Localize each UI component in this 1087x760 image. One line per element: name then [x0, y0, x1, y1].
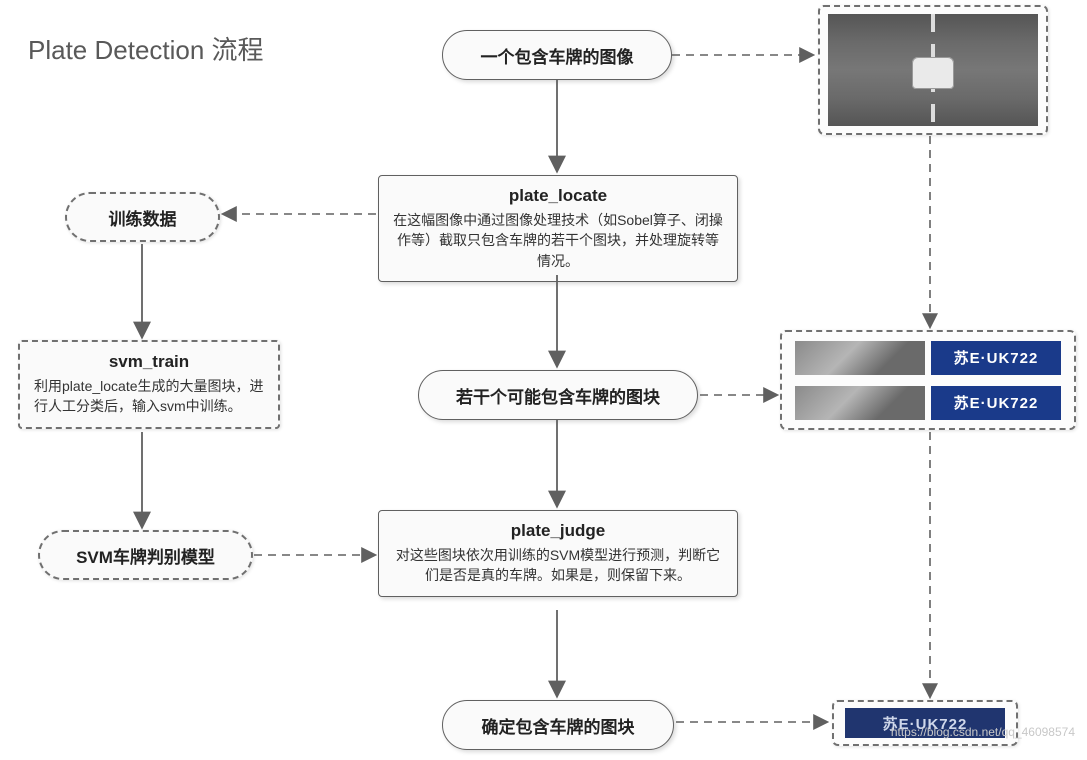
node-svm-train-desc: 利用plate_locate生成的大量图块，进行人工分类后，输入svm中训练。	[34, 376, 264, 417]
node-result-label: 确定包含车牌的图块	[482, 713, 635, 738]
node-train-data: 训练数据	[65, 192, 220, 242]
candidate-crop-1	[795, 341, 925, 375]
node-plate-locate: plate_locate 在这幅图像中通过图像处理技术（如Sobel算子、闭操作…	[378, 175, 738, 282]
node-plate-judge-title: plate_judge	[393, 521, 723, 541]
candidate-plate-1: 苏E·UK722	[931, 341, 1061, 375]
candidate-crop-2	[795, 386, 925, 420]
sample-road-image	[828, 14, 1038, 126]
node-svm-train-title: svm_train	[34, 352, 264, 372]
node-train-data-label: 训练数据	[109, 205, 177, 230]
node-plate-judge-desc: 对这些图块依次用训练的SVM模型进行预测，判断它们是否是真的车牌。如果是，则保留…	[393, 545, 723, 586]
node-plate-locate-title: plate_locate	[393, 186, 723, 206]
candidate-plate-2: 苏E·UK722	[931, 386, 1061, 420]
node-svm-train: svm_train 利用plate_locate生成的大量图块，进行人工分类后，…	[18, 340, 280, 429]
watermark: https://blog.csdn.net/qq_46098574	[891, 725, 1075, 739]
image-box-candidates: 苏E·UK722 苏E·UK722	[780, 330, 1076, 430]
diagram-title: Plate Detection 流程	[28, 30, 264, 67]
node-candidates: 若干个可能包含车牌的图块	[418, 370, 698, 420]
node-plate-locate-desc: 在这幅图像中通过图像处理技术（如Sobel算子、闭操作等）截取只包含车牌的若干个…	[393, 210, 723, 271]
node-candidates-label: 若干个可能包含车牌的图块	[456, 383, 660, 408]
node-input-label: 一个包含车牌的图像	[481, 43, 634, 68]
node-svm-model-label: SVM车牌判别模型	[76, 543, 215, 568]
node-plate-judge: plate_judge 对这些图块依次用训练的SVM模型进行预测，判断它们是否是…	[378, 510, 738, 597]
node-svm-model: SVM车牌判别模型	[38, 530, 253, 580]
image-box-input	[818, 5, 1048, 135]
image-box-result: 苏E·UK722	[832, 700, 1018, 746]
node-result: 确定包含车牌的图块	[442, 700, 674, 750]
node-input: 一个包含车牌的图像	[442, 30, 672, 80]
